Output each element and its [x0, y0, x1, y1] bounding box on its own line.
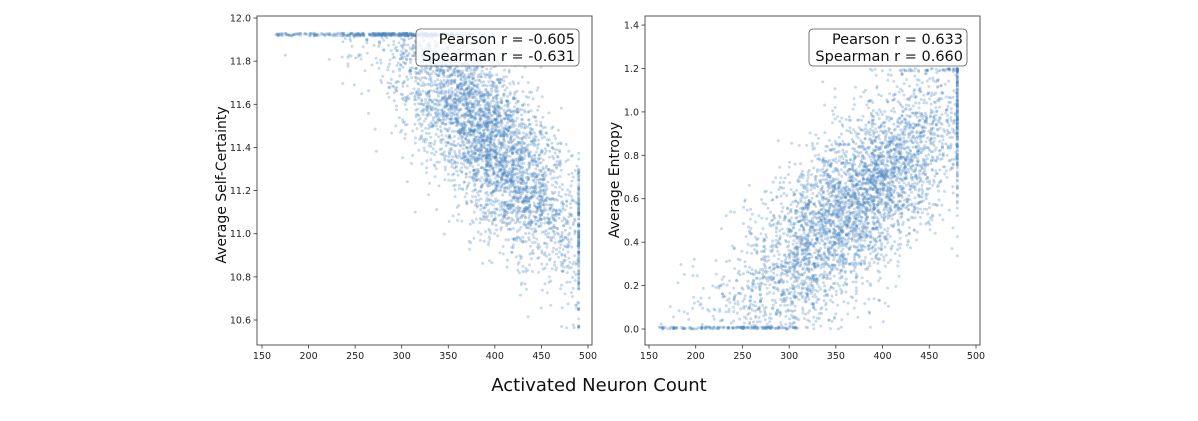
correlation-annotation-box: Pearson r = 0.633 Spearman r = 0.660: [808, 28, 968, 67]
scatter-points: [657, 67, 959, 331]
y-axis-ticks: 0.00.20.40.60.81.01.21.4: [624, 21, 645, 336]
svg-text:10.6: 10.6: [230, 316, 251, 327]
scatter-panel-self-certainty: 150 200 250 300 350 400 450 500 10.6 10.8 11.0 11.…: [214, 14, 597, 362]
pearson-annotation: Pearson r = -0.605: [439, 32, 575, 48]
svg-text:400: 400: [486, 351, 504, 362]
svg-text:500: 500: [579, 351, 597, 362]
svg-text:200: 200: [299, 351, 317, 362]
y-axis-label: Average Self-Certainty: [214, 106, 230, 263]
svg-text:11.8: 11.8: [230, 57, 251, 68]
svg-text:300: 300: [393, 351, 411, 362]
axes-frame: [256, 15, 593, 346]
y-axis-ticks: 10.6 10.8 11.0 11.2 11.4 11.6 11.8 12.0: [230, 14, 257, 327]
svg-text:450: 450: [532, 351, 550, 362]
svg-text:250: 250: [346, 351, 364, 362]
svg-text:12.0: 12.0: [230, 14, 251, 25]
svg-text:11.2: 11.2: [230, 186, 251, 197]
x-axis-ticks: 150 200 250 300 350 400 450 500: [640, 345, 985, 362]
spearman-annotation: Spearman r = -0.631: [422, 49, 575, 65]
x-axis-ticks: 150 200 250 300 350 400 450 500: [253, 345, 597, 362]
svg-text:11.4: 11.4: [230, 143, 251, 154]
correlation-annotation-box: Pearson r = -0.605 Spearman r = -0.631: [415, 28, 580, 67]
spearman-annotation: Spearman r = 0.660: [815, 49, 963, 65]
axes-frame: [644, 15, 981, 346]
scatter-points: [274, 31, 581, 330]
svg-text:10.8: 10.8: [230, 272, 251, 283]
y-axis-label: Average Entropy: [607, 122, 623, 238]
svg-text:11.6: 11.6: [230, 100, 251, 111]
svg-text:11.0: 11.0: [230, 229, 251, 240]
svg-text:350: 350: [439, 351, 457, 362]
pearson-annotation: Pearson r = 0.633: [832, 32, 963, 48]
scatter-panel-entropy: 150 200 250 300 350 400 450 500 0.00.20.40.60.8…: [607, 15, 985, 362]
svg-text:150: 150: [253, 351, 271, 362]
shared-x-axis-label: Activated Neuron Count: [491, 375, 706, 396]
